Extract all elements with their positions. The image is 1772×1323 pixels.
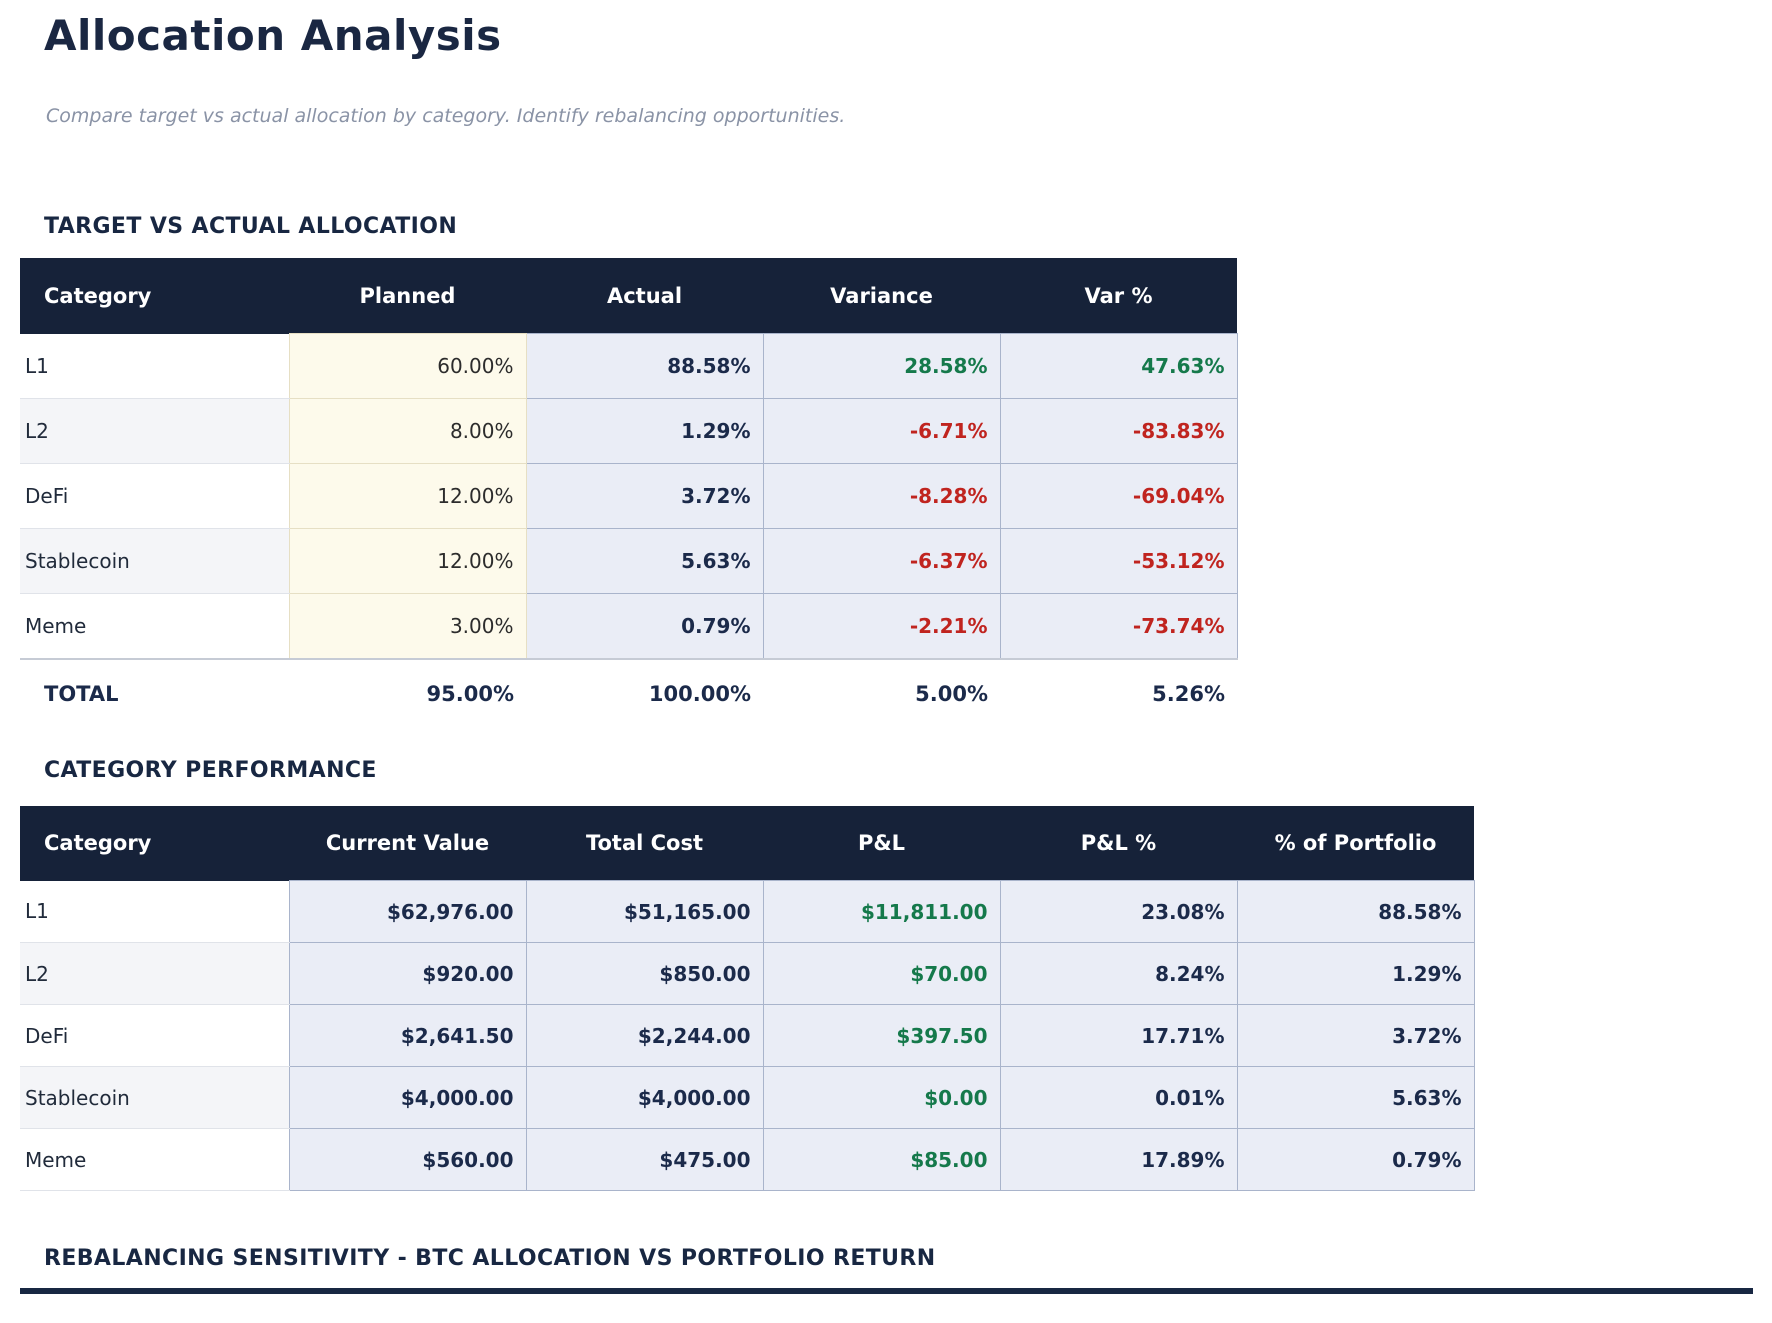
- var-pct-cell: -83.83%: [999, 398, 1238, 464]
- actual-cell: 0.79%: [525, 593, 764, 660]
- allocation-table: Category Planned Actual Variance Var % L…: [20, 258, 1238, 727]
- variance-cell: -2.21%: [762, 593, 1001, 660]
- pnl-cell: $70.00: [762, 942, 1001, 1005]
- planned-cell: 12.00%: [288, 463, 527, 529]
- table-row: DeFi 12.00% 3.72% -8.28% -69.04%: [20, 463, 1238, 529]
- table-row: Meme $560.00 $475.00 $85.00 17.89% 0.79%: [20, 1128, 1475, 1191]
- portfolio-pct-cell: 5.63%: [1236, 1066, 1475, 1129]
- category-cell: Meme: [20, 1128, 289, 1191]
- performance-header-row: Category Current Value Total Cost P&L P&…: [20, 806, 1474, 881]
- var-pct-cell: -73.74%: [999, 593, 1238, 660]
- header-cell-current-value: Current Value: [289, 806, 526, 881]
- header-cell-planned: Planned: [289, 258, 526, 334]
- portfolio-pct-cell: 3.72%: [1236, 1004, 1475, 1067]
- variance-cell: 28.58%: [762, 333, 1001, 399]
- page-title: Allocation Analysis: [44, 11, 502, 60]
- pnl-cell: $11,811.00: [762, 880, 1001, 943]
- category-cell: DeFi: [20, 463, 289, 529]
- header-cell-category: Category: [20, 806, 289, 881]
- planned-cell: 60.00%: [288, 333, 527, 399]
- variance-cell: -8.28%: [762, 463, 1001, 529]
- pnl-pct-cell: 0.01%: [999, 1066, 1238, 1129]
- current-value-cell: $920.00: [288, 942, 527, 1005]
- portfolio-pct-cell: 1.29%: [1236, 942, 1475, 1005]
- pnl-cell: $85.00: [762, 1128, 1001, 1191]
- portfolio-pct-cell: 88.58%: [1236, 880, 1475, 943]
- category-cell: DeFi: [20, 1004, 289, 1067]
- header-cell-actual: Actual: [526, 258, 763, 334]
- portfolio-pct-cell: 0.79%: [1236, 1128, 1475, 1191]
- total-cost-cell: $4,000.00: [525, 1066, 764, 1129]
- page-subtitle: Compare target vs actual allocation by c…: [46, 105, 846, 127]
- actual-cell: 5.63%: [525, 528, 764, 594]
- total-row: TOTAL 95.00% 100.00% 5.00% 5.26%: [20, 658, 1237, 727]
- total-actual: 100.00%: [526, 658, 763, 727]
- category-cell: L2: [20, 398, 289, 464]
- section-title-allocation: TARGET VS ACTUAL ALLOCATION: [44, 214, 458, 239]
- pnl-pct-cell: 8.24%: [999, 942, 1238, 1005]
- category-cell: Stablecoin: [20, 1066, 289, 1129]
- table-row: Stablecoin $4,000.00 $4,000.00 $0.00 0.0…: [20, 1066, 1475, 1129]
- allocation-header-row: Category Planned Actual Variance Var %: [20, 258, 1237, 334]
- pnl-cell: $397.50: [762, 1004, 1001, 1067]
- total-variance: 5.00%: [763, 658, 1000, 727]
- total-planned: 95.00%: [289, 658, 526, 727]
- variance-cell: -6.71%: [762, 398, 1001, 464]
- section-title-performance: CATEGORY PERFORMANCE: [44, 758, 377, 783]
- table-row: Meme 3.00% 0.79% -2.21% -73.74%: [20, 593, 1238, 660]
- total-cost-cell: $850.00: [525, 942, 764, 1005]
- pnl-cell: $0.00: [762, 1066, 1001, 1129]
- table-row: Stablecoin 12.00% 5.63% -6.37% -53.12%: [20, 528, 1238, 594]
- category-cell: L2: [20, 942, 289, 1005]
- header-cell-portfolio-pct: % of Portfolio: [1237, 806, 1474, 881]
- planned-cell: 12.00%: [288, 528, 527, 594]
- pnl-pct-cell: 17.89%: [999, 1128, 1238, 1191]
- header-cell-var-pct: Var %: [1000, 258, 1237, 334]
- var-pct-cell: -69.04%: [999, 463, 1238, 529]
- header-cell-pnl-pct: P&L %: [1000, 806, 1237, 881]
- current-value-cell: $4,000.00: [288, 1066, 527, 1129]
- current-value-cell: $62,976.00: [288, 880, 527, 943]
- table-row: L1 $62,976.00 $51,165.00 $11,811.00 23.0…: [20, 880, 1475, 943]
- section-title-sensitivity: REBALANCING SENSITIVITY - BTC ALLOCATION…: [44, 1246, 936, 1271]
- total-var-pct: 5.26%: [1000, 658, 1237, 727]
- var-pct-cell: -53.12%: [999, 528, 1238, 594]
- header-cell-category: Category: [20, 258, 289, 334]
- var-pct-cell: 47.63%: [999, 333, 1238, 399]
- category-cell: Stablecoin: [20, 528, 289, 594]
- planned-cell: 8.00%: [288, 398, 527, 464]
- actual-cell: 88.58%: [525, 333, 764, 399]
- category-cell: L1: [20, 880, 289, 943]
- variance-cell: -6.37%: [762, 528, 1001, 594]
- header-cell-total-cost: Total Cost: [526, 806, 763, 881]
- actual-cell: 1.29%: [525, 398, 764, 464]
- table-row: L1 60.00% 88.58% 28.58% 47.63%: [20, 333, 1238, 399]
- actual-cell: 3.72%: [525, 463, 764, 529]
- current-value-cell: $560.00: [288, 1128, 527, 1191]
- table-row: L2 8.00% 1.29% -6.71% -83.83%: [20, 398, 1238, 464]
- current-value-cell: $2,641.50: [288, 1004, 527, 1067]
- pnl-pct-cell: 23.08%: [999, 880, 1238, 943]
- table-row: DeFi $2,641.50 $2,244.00 $397.50 17.71% …: [20, 1004, 1475, 1067]
- total-cost-cell: $475.00: [525, 1128, 764, 1191]
- table-row: L2 $920.00 $850.00 $70.00 8.24% 1.29%: [20, 942, 1475, 1005]
- total-label: TOTAL: [20, 658, 289, 727]
- total-cost-cell: $51,165.00: [525, 880, 764, 943]
- header-cell-pnl: P&L: [763, 806, 1000, 881]
- category-cell: L1: [20, 333, 289, 399]
- category-cell: Meme: [20, 593, 289, 660]
- pnl-pct-cell: 17.71%: [999, 1004, 1238, 1067]
- header-cell-variance: Variance: [763, 258, 1000, 334]
- section-divider: [20, 1288, 1753, 1294]
- total-cost-cell: $2,244.00: [525, 1004, 764, 1067]
- planned-cell: 3.00%: [288, 593, 527, 660]
- performance-table: Category Current Value Total Cost P&L P&…: [20, 806, 1475, 1191]
